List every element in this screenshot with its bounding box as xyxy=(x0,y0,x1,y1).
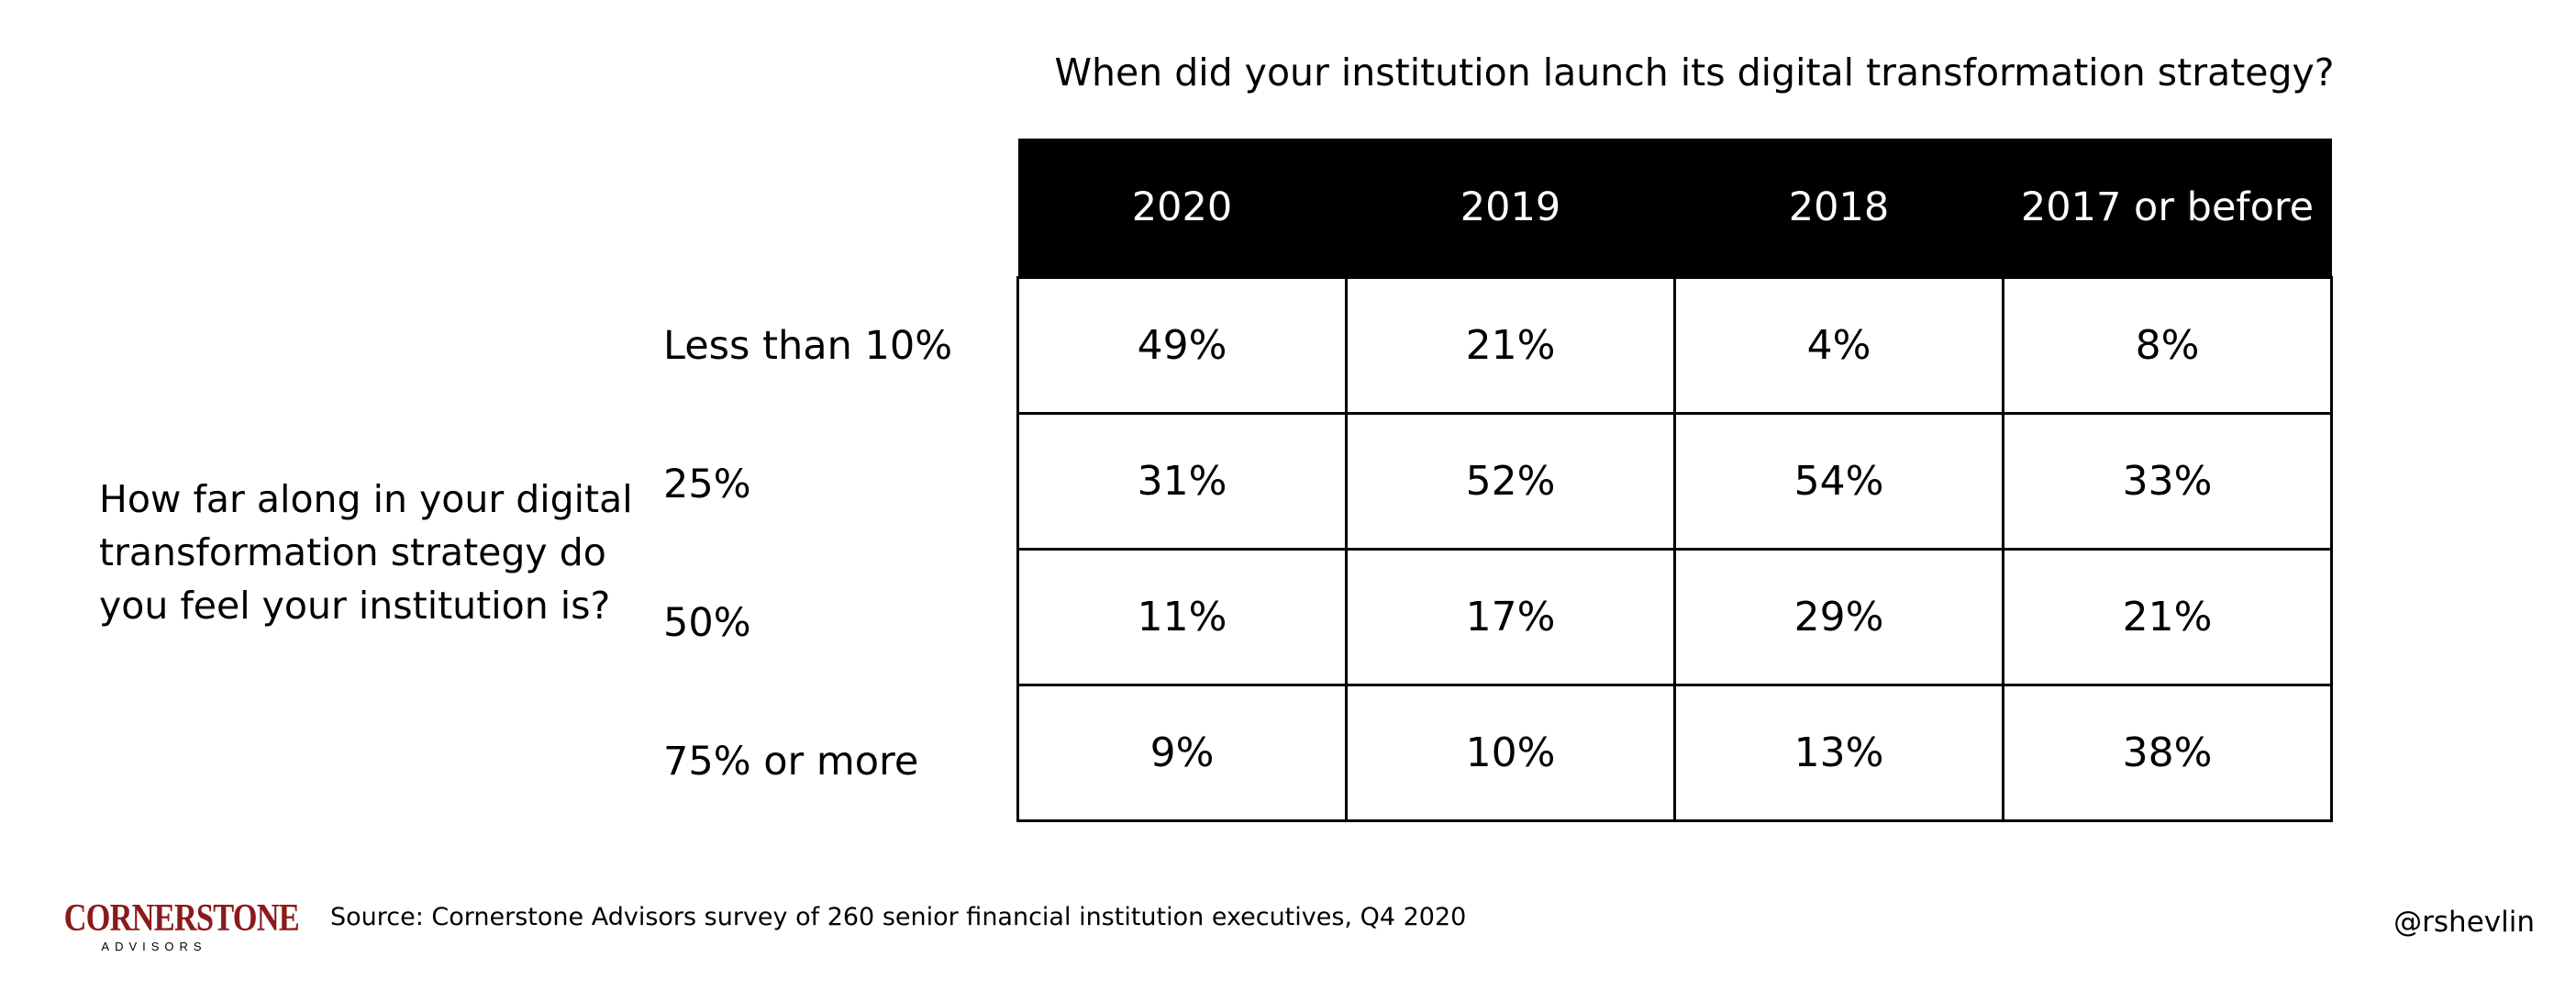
table-row: 9% 10% 13% 38% xyxy=(1016,684,2333,822)
row-label: 75% or more xyxy=(663,739,919,785)
table-cell: 54% xyxy=(1673,412,2004,551)
logo-wordmark: CORNERSTONE xyxy=(63,897,300,940)
table-cell: 10% xyxy=(1345,684,1676,822)
table-cell: 49% xyxy=(1016,276,1348,415)
row-label: 25% xyxy=(663,462,751,507)
table-cell: 9% xyxy=(1016,684,1348,822)
row-question: How far along in your digital transforma… xyxy=(99,477,633,628)
table-cell: 29% xyxy=(1673,548,2004,686)
author-handle: @rshevlin xyxy=(2393,906,2535,939)
column-header: 2018 xyxy=(1674,139,2004,278)
table-cell: 13% xyxy=(1673,684,2004,822)
table-row: 49% 21% 4% 8% xyxy=(1016,276,2333,415)
column-header: 2019 xyxy=(1346,139,1675,278)
source-note: Source: Cornerstone Advisors survey of 2… xyxy=(330,903,1467,931)
table-cell: 21% xyxy=(1345,276,1676,415)
table-row: 11% 17% 29% 21% xyxy=(1016,548,2333,686)
table-cell: 8% xyxy=(2002,276,2333,415)
row-label: 50% xyxy=(663,600,751,646)
table-cell: 31% xyxy=(1016,412,1348,551)
table-cell: 17% xyxy=(1345,548,1676,686)
table-cell: 52% xyxy=(1345,412,1676,551)
column-question: When did your institution launch its dig… xyxy=(1054,50,2335,95)
column-header: 2017 or before xyxy=(2003,139,2332,278)
logo-subtitle: ADVISORS xyxy=(101,940,207,953)
table-cell: 4% xyxy=(1673,276,2004,415)
row-label: Less than 10% xyxy=(663,323,953,369)
table-cell: 33% xyxy=(2002,412,2333,551)
table-cell: 21% xyxy=(2002,548,2333,686)
cornerstone-logo: CORNERSTONE ADVISORS xyxy=(44,897,300,954)
table-cell: 11% xyxy=(1016,548,1348,686)
table-row: 31% 52% 54% 33% xyxy=(1016,412,2333,551)
table-header-row: 2020 2019 2018 2017 or before xyxy=(1017,139,2332,278)
column-header: 2020 xyxy=(1017,139,1347,278)
crosstab-table: 2020 2019 2018 2017 or before 49% 21% 4%… xyxy=(1016,139,2333,822)
table-cell: 38% xyxy=(2002,684,2333,822)
